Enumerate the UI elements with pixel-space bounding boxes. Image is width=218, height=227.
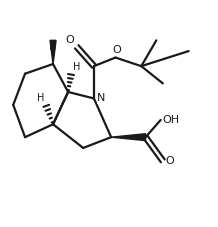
Text: H: H xyxy=(37,93,44,103)
Polygon shape xyxy=(111,134,146,141)
Text: O: O xyxy=(66,35,75,45)
Text: OH: OH xyxy=(163,115,180,125)
Text: O: O xyxy=(165,156,174,166)
Text: H: H xyxy=(73,62,81,72)
Text: H: H xyxy=(49,42,57,52)
Text: N: N xyxy=(97,94,106,104)
Text: O: O xyxy=(112,45,121,55)
Polygon shape xyxy=(50,40,56,64)
